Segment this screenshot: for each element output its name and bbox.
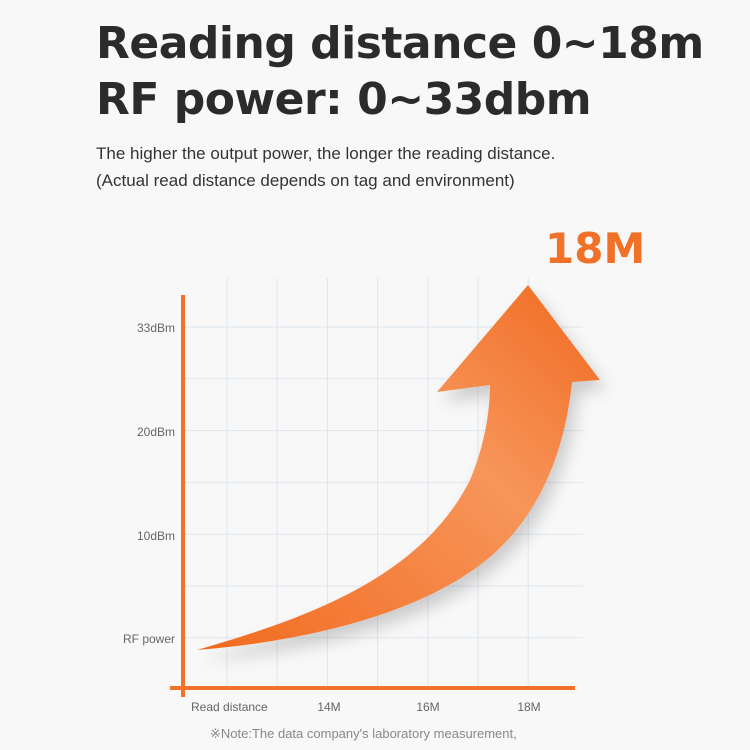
x-tick-label: 18M [517,700,540,714]
x-tick-label: 14M [317,700,340,714]
footnote: ※Note:The data company's laboratory meas… [210,726,517,741]
growth-arrow [197,285,600,650]
x-tick-label: 16M [416,700,439,714]
subtitle-line-2: (Actual read distance depends on tag and… [96,171,515,190]
subtitle-line-1: The higher the output power, the longer … [96,144,556,163]
y-tick-label: 10dBm [137,529,175,543]
x-axis-label: Read distance [191,700,268,714]
highlight-distance: 18M [545,224,646,273]
title-line-2: RF power: 0~33dbm [96,74,592,125]
y-axis [181,295,185,697]
title-line-1: Reading distance 0~18m [96,18,704,69]
x-axis [170,686,575,690]
y-tick-label: 33dBm [137,321,175,335]
y-axis-label: RF power [123,632,175,646]
y-tick-label: 20dBm [137,425,175,439]
